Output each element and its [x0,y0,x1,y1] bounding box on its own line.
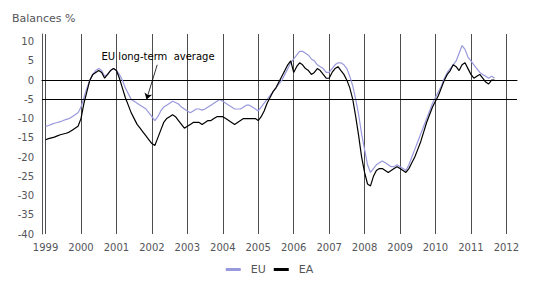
svg-text:2010: 2010 [423,242,448,253]
svg-text:2008: 2008 [352,242,377,253]
svg-text:-5: -5 [24,94,34,105]
svg-text:2012: 2012 [494,242,519,253]
svg-text:2004: 2004 [210,242,235,253]
svg-text:-10: -10 [18,113,34,124]
svg-text:EA: EA [299,263,314,276]
svg-text:2000: 2000 [68,242,93,253]
svg-text:2006: 2006 [281,242,306,253]
svg-text:2002: 2002 [139,242,164,253]
svg-text:-25: -25 [18,171,34,182]
svg-text:2007: 2007 [316,242,341,253]
svg-text:EU long-term average: EU long-term average [102,51,215,62]
svg-text:-20: -20 [18,152,34,163]
svg-text:1999: 1999 [33,242,58,253]
svg-text:10: 10 [21,36,34,47]
svg-text:EU: EU [251,263,266,276]
svg-text:-40: -40 [18,229,34,240]
svg-text:2009: 2009 [387,242,412,253]
svg-text:0: 0 [28,75,34,86]
svg-text:2001: 2001 [104,242,129,253]
svg-text:2011: 2011 [458,242,483,253]
svg-text:2005: 2005 [246,242,271,253]
svg-text:Balances %: Balances % [12,12,76,25]
svg-text:5: 5 [28,55,34,66]
svg-text:-30: -30 [18,190,34,201]
svg-text:-35: -35 [18,209,34,220]
svg-text:-15: -15 [18,132,34,143]
svg-text:2003: 2003 [175,242,200,253]
